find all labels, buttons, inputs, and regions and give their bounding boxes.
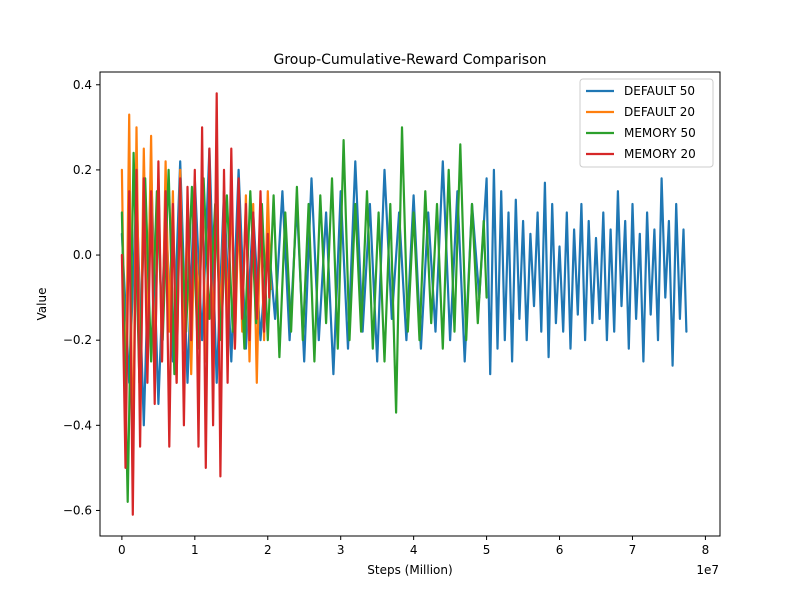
x-tick-label: 7 bbox=[629, 543, 637, 557]
legend-label-4: MEMORY 20 bbox=[624, 147, 696, 161]
x-axis: 0 1 2 3 4 5 6 7 8 bbox=[118, 536, 709, 557]
x-tick-label: 2 bbox=[264, 543, 272, 557]
y-tick-label: 0.0 bbox=[73, 248, 92, 262]
x-tick-label: 4 bbox=[410, 543, 418, 557]
plot-frame bbox=[99, 71, 721, 537]
x-tick-label: 6 bbox=[556, 543, 564, 557]
x-offset-label: 1e7 bbox=[696, 563, 719, 577]
chart-title: Group-Cumulative-Reward Comparison bbox=[273, 52, 546, 68]
legend-label-1: DEFAULT 50 bbox=[624, 84, 695, 98]
legend-label-3: MEMORY 50 bbox=[624, 126, 696, 140]
series-layer bbox=[120, 92, 688, 516]
y-tick-label: 0.4 bbox=[73, 78, 92, 92]
series-line-4 bbox=[120, 92, 271, 516]
legend: DEFAULT 50 DEFAULT 20 MEMORY 50 MEMORY 20 bbox=[579, 78, 714, 168]
x-tick-label: 8 bbox=[702, 543, 710, 557]
x-tick-label: 1 bbox=[191, 543, 199, 557]
y-axis: −0.6 −0.4 −0.2 0.0 0.2 0.4 bbox=[63, 78, 100, 517]
x-tick-label: 3 bbox=[337, 543, 345, 557]
y-axis-title: Value bbox=[35, 288, 49, 321]
x-tick-label: 0 bbox=[118, 543, 126, 557]
x-tick-label: 5 bbox=[483, 543, 491, 557]
x-axis-title: Steps (Million) bbox=[367, 563, 452, 577]
y-tick-label: −0.6 bbox=[63, 503, 92, 517]
y-tick-label: −0.4 bbox=[63, 418, 92, 432]
legend-frame bbox=[579, 78, 714, 168]
y-tick-label: −0.2 bbox=[63, 333, 92, 347]
series-line-1 bbox=[120, 147, 688, 427]
series-line-3 bbox=[120, 126, 488, 503]
legend-label-2: DEFAULT 20 bbox=[624, 105, 695, 119]
y-tick-label: 0.2 bbox=[73, 163, 92, 177]
